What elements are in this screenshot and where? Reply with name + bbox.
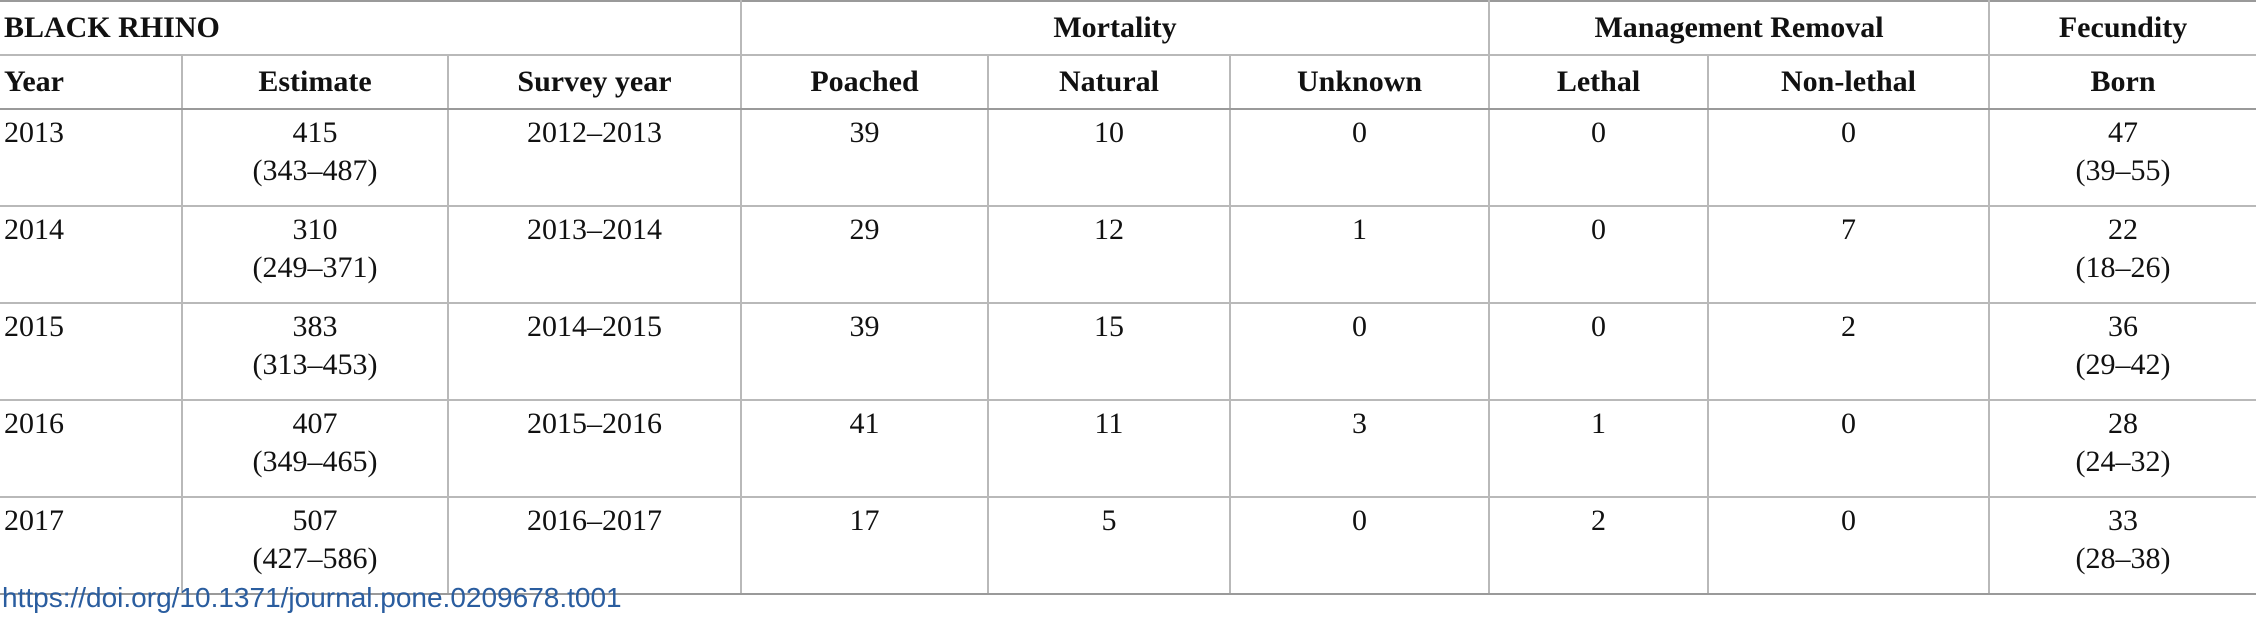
cell-survey-year: 2016–2017 xyxy=(448,497,742,595)
cell-born: 47 (39–55) xyxy=(1989,109,2256,207)
estimate-value: 407 xyxy=(292,407,338,440)
cell-unknown: 1 xyxy=(1230,206,1491,304)
cell-non-lethal: 2 xyxy=(1708,303,1991,401)
cell-year: 2015 xyxy=(0,303,183,401)
cell-lethal: 0 xyxy=(1489,303,1710,401)
table-row: 2017 507 (427–586) 2016–2017 17 5 0 2 0 3… xyxy=(0,497,2256,595)
cell-natural: 12 xyxy=(988,206,1231,304)
cell-lethal: 1 xyxy=(1489,400,1710,498)
cell-estimate: 383 (313–453) xyxy=(182,303,449,401)
estimate-ci: (343–487) xyxy=(252,154,378,187)
cell-estimate: 310 (249–371) xyxy=(182,206,449,304)
cell-natural: 10 xyxy=(988,109,1231,207)
estimate-ci: (313–453) xyxy=(252,348,378,381)
cell-year: 2014 xyxy=(0,206,183,304)
cell-born: 22 (18–26) xyxy=(1989,206,2256,304)
cell-non-lethal: 0 xyxy=(1708,109,1991,207)
cell-estimate: 407 (349–465) xyxy=(182,400,449,498)
cell-non-lethal: 7 xyxy=(1708,206,1991,304)
column-header-born: Born xyxy=(1989,55,2256,110)
group-header-row: BLACK RHINO Mortality Management Removal… xyxy=(0,0,2256,56)
born-value: 36 xyxy=(2108,310,2139,343)
group-header-mortality: Mortality xyxy=(741,0,1491,56)
doi-link[interactable]: https://doi.org/10.1371/journal.pone.020… xyxy=(2,582,622,613)
cell-poached: 29 xyxy=(741,206,989,304)
cell-born: 28 (24–32) xyxy=(1989,400,2256,498)
cell-unknown: 0 xyxy=(1230,109,1491,207)
born-value: 28 xyxy=(2108,407,2139,440)
table-row: 2016 407 (349–465) 2015–2016 41 11 3 1 0 … xyxy=(0,400,2256,498)
cell-year: 2013 xyxy=(0,109,183,207)
cell-survey-year: 2014–2015 xyxy=(448,303,742,401)
cell-survey-year: 2012–2013 xyxy=(448,109,742,207)
born-ci: (29–42) xyxy=(2075,348,2171,381)
table-container: BLACK RHINO Mortality Management Removal… xyxy=(0,0,2256,595)
born-ci: (28–38) xyxy=(2075,542,2171,575)
group-header-management-removal: Management Removal xyxy=(1489,0,1991,56)
column-header-row: Year Estimate Survey year Poached Natura… xyxy=(0,55,2256,110)
cell-survey-year: 2015–2016 xyxy=(448,400,742,498)
cell-natural: 5 xyxy=(988,497,1231,595)
cell-unknown: 0 xyxy=(1230,497,1491,595)
column-header-poached: Poached xyxy=(741,55,989,110)
estimate-value: 507 xyxy=(292,504,338,537)
cell-natural: 15 xyxy=(988,303,1231,401)
column-header-estimate: Estimate xyxy=(182,55,449,110)
black-rhino-table: BLACK RHINO Mortality Management Removal… xyxy=(0,0,2256,595)
cell-non-lethal: 0 xyxy=(1708,497,1991,595)
estimate-value: 415 xyxy=(292,116,338,149)
cell-survey-year: 2013–2014 xyxy=(448,206,742,304)
estimate-ci: (249–371) xyxy=(252,251,378,284)
cell-poached: 17 xyxy=(741,497,989,595)
estimate-value: 310 xyxy=(292,213,338,246)
born-ci: (24–32) xyxy=(2075,445,2171,478)
estimate-ci: (349–465) xyxy=(252,445,378,478)
cell-lethal: 2 xyxy=(1489,497,1710,595)
cell-lethal: 0 xyxy=(1489,109,1710,207)
estimate-value: 383 xyxy=(292,310,338,343)
cell-year: 2017 xyxy=(0,497,183,595)
cell-estimate: 415 (343–487) xyxy=(182,109,449,207)
cell-unknown: 0 xyxy=(1230,303,1491,401)
group-header-fecundity: Fecundity xyxy=(1989,0,2256,56)
cell-natural: 11 xyxy=(988,400,1231,498)
cell-unknown: 3 xyxy=(1230,400,1491,498)
born-value: 47 xyxy=(2108,116,2139,149)
born-ci: (39–55) xyxy=(2075,154,2171,187)
column-header-unknown: Unknown xyxy=(1230,55,1491,110)
cell-non-lethal: 0 xyxy=(1708,400,1991,498)
table-row: 2014 310 (249–371) 2013–2014 29 12 1 0 7 … xyxy=(0,206,2256,304)
cell-estimate: 507 (427–586) xyxy=(182,497,449,595)
born-ci: (18–26) xyxy=(2075,251,2171,284)
column-header-lethal: Lethal xyxy=(1489,55,1710,110)
table-title: BLACK RHINO xyxy=(0,0,742,56)
table-row: 2015 383 (313–453) 2014–2015 39 15 0 0 2 … xyxy=(0,303,2256,401)
cell-born: 33 (28–38) xyxy=(1989,497,2256,595)
column-header-survey-year: Survey year xyxy=(448,55,742,110)
cell-year: 2016 xyxy=(0,400,183,498)
cell-poached: 41 xyxy=(741,400,989,498)
cell-poached: 39 xyxy=(741,303,989,401)
born-value: 33 xyxy=(2108,504,2139,537)
cell-born: 36 (29–42) xyxy=(1989,303,2256,401)
column-header-year: Year xyxy=(0,55,183,110)
cell-poached: 39 xyxy=(741,109,989,207)
cell-lethal: 0 xyxy=(1489,206,1710,304)
born-value: 22 xyxy=(2108,213,2139,246)
estimate-ci: (427–586) xyxy=(252,542,378,575)
column-header-natural: Natural xyxy=(988,55,1231,110)
table-row: 2013 415 (343–487) 2012–2013 39 10 0 0 0 … xyxy=(0,109,2256,207)
column-header-non-lethal: Non-lethal xyxy=(1708,55,1991,110)
